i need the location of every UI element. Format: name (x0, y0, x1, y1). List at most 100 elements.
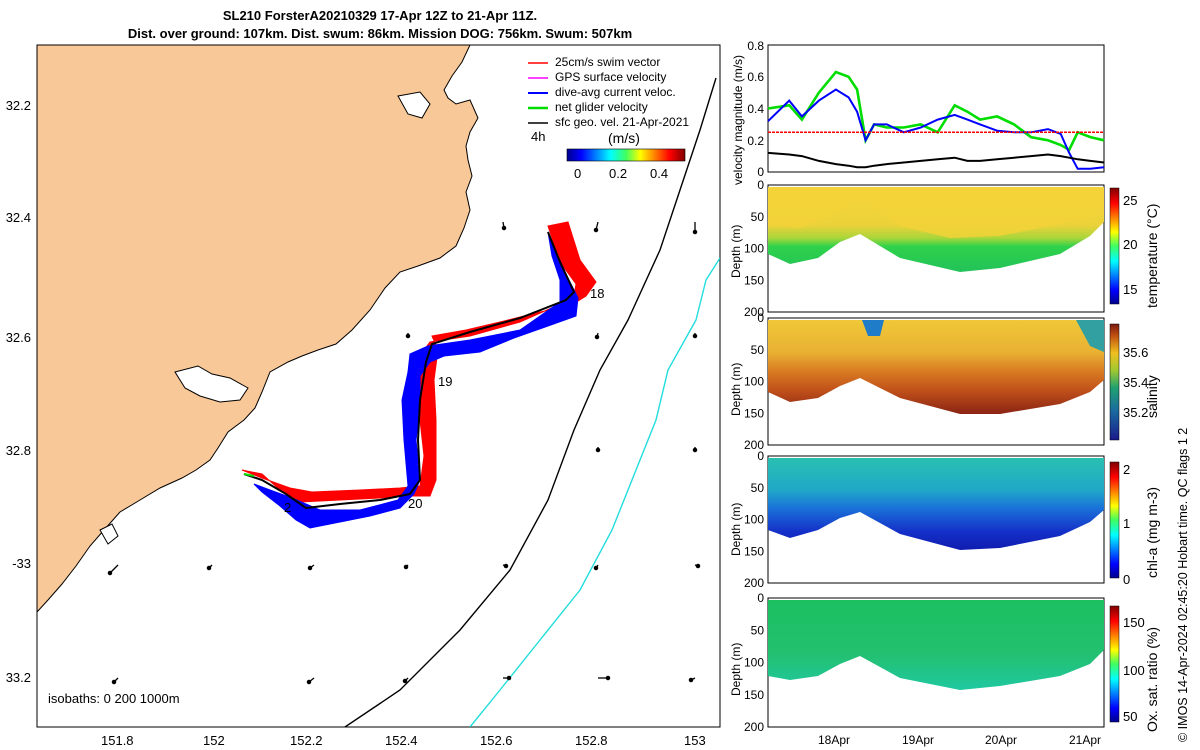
net-velocity-marker (243, 473, 255, 477)
velocity-series-line (767, 151, 1105, 169)
legend-net-velocity: net glider velocity (555, 100, 648, 114)
lon-tick: 152.6 (480, 733, 513, 748)
lat-tick: 32.6 (6, 330, 31, 345)
day-label: 19 (438, 374, 452, 389)
lat-tick: 32.8 (6, 443, 31, 458)
land-mass (37, 45, 479, 613)
lat-tick: 32.2 (6, 98, 31, 113)
date-tick: 20Apr (985, 733, 1017, 747)
temp-cbar-tick: 25 (1123, 193, 1137, 208)
date-tick: 19Apr (902, 733, 934, 747)
ox-cbar-label: Ox. sat. ratio (%) (1144, 627, 1160, 732)
glider-track (241, 221, 597, 529)
depth-tick: 0 (757, 591, 764, 605)
lon-tick: 152 (203, 733, 225, 748)
map-lat-ticks: 32.2 32.4 32.6 32.8 -33 33.2 (6, 98, 31, 685)
map-colorbar-title: (m/s) (608, 130, 640, 146)
coastal-lake (174, 365, 249, 403)
legend-current-velocity: dive-avg current veloc. (555, 85, 676, 99)
lat-tick: 33.2 (6, 670, 31, 685)
current-arrow-head (605, 675, 611, 681)
sal-cbar-tick: 35.2 (1123, 405, 1148, 420)
lon-tick: 152.2 (290, 733, 323, 748)
depth-tick: 200 (744, 305, 764, 319)
depth-tick: 150 (744, 688, 764, 702)
current-arrow-head (692, 229, 698, 235)
temp-cbar-tick: 20 (1123, 237, 1137, 252)
depth-tick: 200 (744, 720, 764, 734)
map-colorbar-tick: 0 (574, 166, 581, 181)
current-arrow-head (111, 679, 117, 685)
velocity-ytick: 0.4 (747, 102, 764, 116)
depth-tick: 150 (744, 544, 764, 558)
depth-tick: 100 (744, 656, 764, 670)
depth-label: Depth (m) (729, 363, 743, 416)
current-arrow-head (692, 447, 698, 453)
velocity-series-line (767, 88, 1105, 170)
temp-cbar-label: temperature (°C) (1144, 204, 1160, 308)
ox-cbar-tick: 50 (1123, 709, 1137, 724)
current-arrow-head (402, 678, 408, 684)
title-line-1: SL210 ForsterA20210329 17-Apr 12Z to 21-… (222, 8, 538, 23)
depth-tick: 100 (744, 242, 764, 256)
depth-tick: 50 (751, 623, 765, 637)
lon-tick: 152.8 (575, 733, 608, 748)
current-arrow-head (405, 333, 411, 339)
day-label: 2 (284, 500, 291, 515)
velocity-panel: 0.8 0.6 0.4 0.2 0 velocity magnitude (m/… (731, 39, 1105, 185)
current-arrow-head (306, 679, 312, 685)
date-tick: 18Apr (818, 733, 850, 747)
day-label: 20 (408, 496, 422, 511)
velocity-ylabel: velocity magnitude (m/s) (731, 55, 745, 185)
lon-tick: 152.4 (385, 733, 418, 748)
current-arrow-head (501, 225, 507, 231)
temp-cbar-tick: 15 (1123, 282, 1137, 297)
current-arrow-head (503, 563, 509, 569)
depth-tick: 50 (751, 210, 765, 224)
chl-cbar-label: chl-a (mg m-3) (1144, 487, 1160, 578)
time-xticks: 18Apr 19Apr 20Apr 21Apr (818, 733, 1101, 747)
lon-tick: 153 (684, 733, 706, 748)
current-arrow-head (307, 565, 313, 571)
current-arrow-head (206, 565, 212, 571)
legend-sfc-geo-velocity: sfc geo. vel. 21-Apr-2021 (555, 115, 689, 129)
chl-cbar-tick: 0 (1123, 572, 1130, 587)
isobath-200m (344, 77, 717, 727)
current-arrow-head (595, 447, 601, 453)
copyright-qc-note: © IMOS 14-Apr-2024 02:45:20 Hobart time.… (1176, 427, 1190, 742)
current-arrow-head (506, 675, 512, 681)
velocity-lines (767, 70, 1105, 170)
legend-swim-vector: 25cm/s swim vector (555, 55, 660, 69)
chla-panel: 2 1 0 chl-a (mg m-3) (767, 455, 1160, 587)
velocity-ytick: 0.6 (747, 70, 764, 84)
current-arrow-head (107, 570, 113, 576)
depth-tick: 150 (744, 406, 764, 420)
map-colorbar-tick: 0.4 (650, 166, 668, 181)
current-arrow-head (688, 677, 694, 683)
depth-ticks: 0501001502000501001502000501001502000501… (744, 178, 764, 734)
depth-tick: 200 (744, 438, 764, 452)
coastal-lake (397, 91, 431, 119)
chl-cbar-tick: 1 (1123, 516, 1130, 531)
temperature-panel: 25 20 15 temperature (°C) (767, 184, 1160, 313)
ox-cbar-tick: 100 (1123, 663, 1145, 678)
legend-gps-velocity: GPS surface velocity (555, 70, 666, 84)
depth-tick: 100 (744, 513, 764, 527)
section-panels: 25 20 15 temperature (°C) 35.6 35.4 35.2… (729, 178, 1160, 747)
current-arrow-head (593, 227, 599, 233)
depth-tick: 50 (751, 481, 765, 495)
depth-tick: 200 (744, 576, 764, 590)
coastal-lake (99, 523, 119, 545)
map-panel: 18 19 20 2 25cm/s swim vector GPS surfac… (6, 44, 721, 748)
map-colorbar: (m/s) 0 0.2 0.4 (566, 130, 686, 181)
swim-vector-band (241, 221, 597, 503)
current-arrow-head (695, 563, 701, 569)
velocity-yticks: 0.8 0.6 0.4 0.2 0 (747, 39, 764, 179)
lat-tick: -33 (12, 556, 31, 571)
depth-tick: 0 (757, 178, 764, 192)
day-label: 18 (590, 286, 604, 301)
oxygen-panel: 150 100 50 Ox. sat. ratio (%) (767, 597, 1160, 732)
current-arrow-head (593, 565, 599, 571)
sal-cbar-tick: 35.4 (1123, 375, 1148, 390)
